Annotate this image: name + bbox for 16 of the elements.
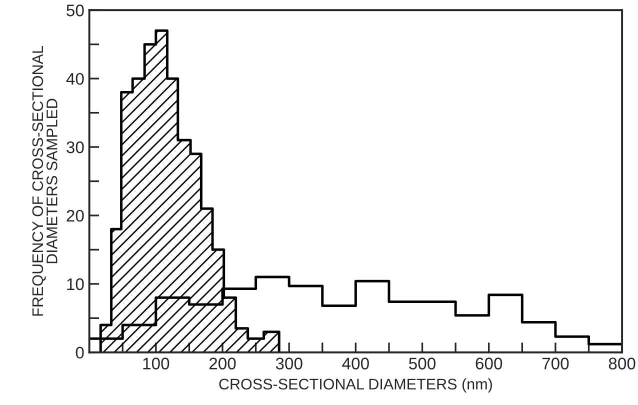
x-tick-label: 300 [276, 358, 302, 370]
y-axis-title: FREQUENCY OF CROSS-SECTIONAL DIAMETERS SAMPLED [32, 46, 58, 316]
x-tick-label: 600 [476, 358, 502, 370]
x-axis-title: CROSS-SECTIONAL DIAMETERS (nm) [219, 378, 492, 393]
x-tick-label: 800 [608, 358, 636, 370]
x-tick-label: 400 [342, 358, 369, 370]
y-tick-label: 20 [66, 210, 84, 222]
x-tick-label: 100 [143, 358, 170, 370]
y-tick-label: 30 [66, 141, 84, 154]
y-tick-label: 40 [66, 72, 84, 85]
y-tick-label: 10 [67, 278, 84, 290]
x-tick-label: 500 [409, 358, 436, 370]
y-tick-label: 50 [66, 4, 84, 16]
x-tick-label: 200 [209, 358, 236, 370]
x-tick-label: 700 [542, 358, 569, 370]
y-tick-label: 0 [76, 346, 84, 359]
